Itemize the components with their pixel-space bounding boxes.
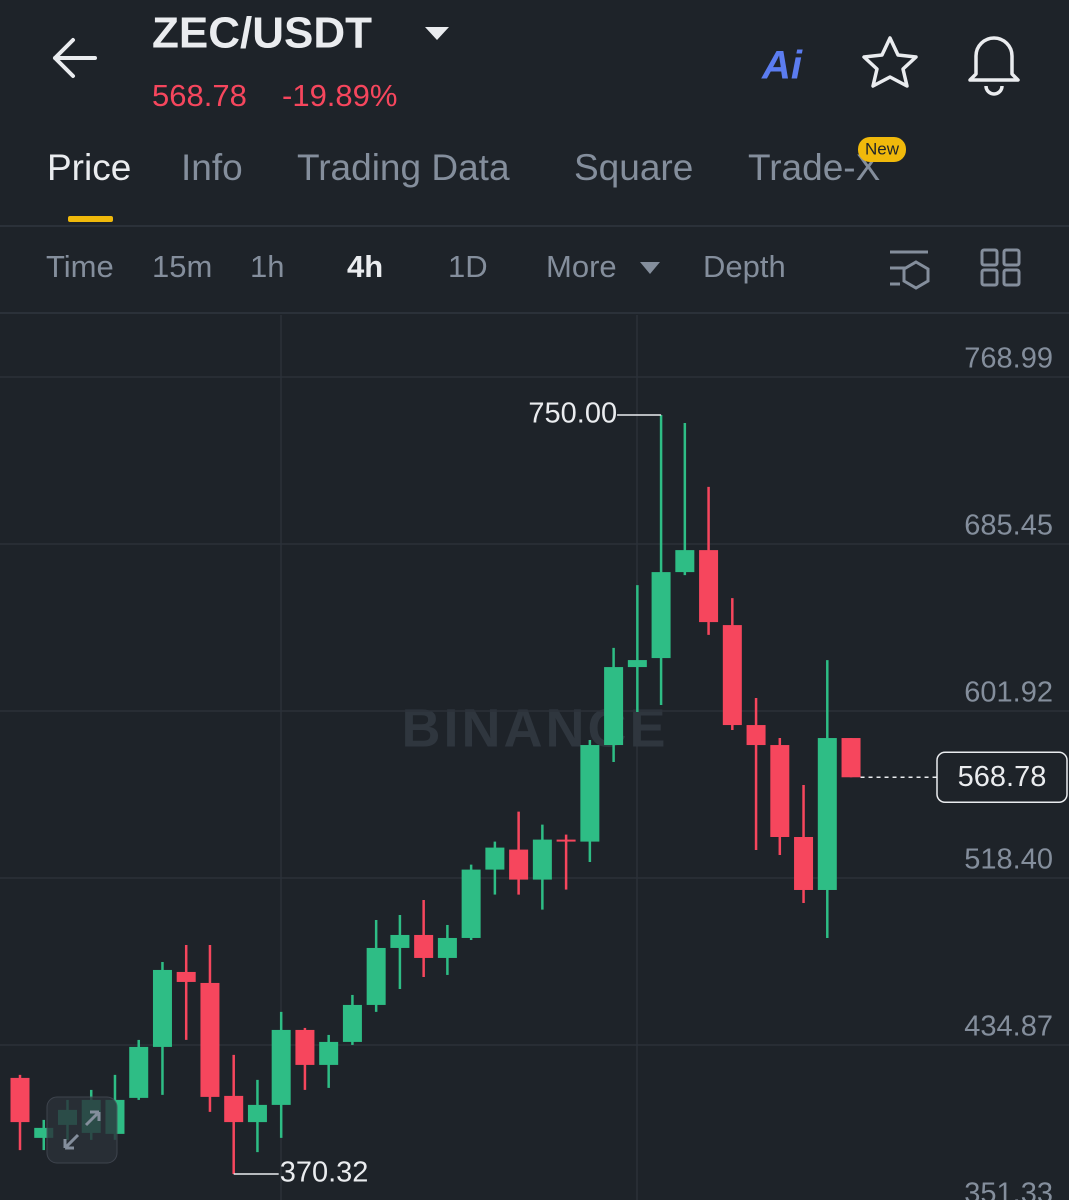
tab[interactable]: Price [47,147,131,188]
alert-button[interactable] [968,36,1020,96]
ai-button[interactable]: Ai [761,44,803,88]
candle-body [580,745,600,842]
price-change: -19.89% [282,78,397,113]
last-price-box [936,751,1068,804]
plot: 768.99 685.45 601.92 518.40 434.87 351.33 750.… [0,343,1069,1200]
candle-body [271,1029,291,1105]
candle-body [366,947,386,1005]
last-price-label: 568.78 [958,761,1047,793]
depth-button[interactable]: Depth [703,249,786,284]
candle-body [224,1095,244,1123]
candle-body [604,667,624,746]
candle-body [437,937,457,958]
low-label: 370.32 [280,1157,369,1189]
interval[interactable]: More [546,249,617,284]
watermark: BINANCE [401,698,668,758]
candle-body [319,1041,339,1065]
layout-button[interactable] [980,248,1021,287]
new-badge-bg [858,137,906,162]
candle-body [176,971,196,982]
candle-body [699,550,719,623]
candle-body [295,1029,315,1065]
new-badge: New [865,139,900,158]
candle-body [556,839,576,842]
candle-body [414,934,434,958]
candle-body [152,969,172,1047]
indicator-settings[interactable] [890,250,930,290]
candle-body [675,550,695,573]
candle-body [34,1127,54,1138]
y-tick-label: 685.45 [964,510,1053,542]
candle-body [129,1046,149,1098]
tab[interactable]: Info [181,147,243,188]
candle-body [390,934,410,948]
y-tick-label: 518.40 [964,844,1053,876]
favorite-button[interactable] [862,36,918,88]
candle-body [627,660,647,668]
candle-body [461,869,481,938]
tab[interactable]: Trade-X [748,147,880,188]
candle-body [200,982,220,1097]
candle-body [247,1104,267,1123]
pair-title[interactable]: ZEC/USDT [152,9,372,58]
interval[interactable]: 1h [250,249,284,284]
high-label: 750.00 [528,398,617,430]
tab[interactable]: Square [574,147,693,188]
candle-body [794,837,814,890]
y-tick-label: 601.92 [964,677,1053,709]
candle-body [532,839,552,880]
active-tab-indicator [68,216,113,222]
candle-body [509,849,529,880]
interval[interactable]: 1D [448,249,488,284]
candle-body [342,1004,362,1042]
candle-body [770,745,790,838]
more-dropdown[interactable] [640,262,660,274]
candle-body [651,572,671,659]
interval[interactable]: 4h [347,249,383,284]
pair-dropdown[interactable] [425,27,449,40]
back-button[interactable] [53,38,97,78]
candle-body [485,847,505,870]
candle-body [10,1077,30,1123]
candle-body [722,625,742,726]
y-tick-label: 351.33 [964,1178,1053,1200]
candle-body [817,738,837,890]
y-tick-label: 768.99 [964,343,1053,375]
tab[interactable]: Trading Data [297,147,510,188]
y-tick-label: 434.87 [964,1011,1053,1043]
candle-body [746,725,766,746]
interval[interactable]: 15m [152,249,212,284]
expand-button[interactable] [46,1096,118,1164]
interval[interactable]: Time [46,249,114,284]
last-price: 568.78 [152,78,247,113]
candle-body [841,738,861,778]
